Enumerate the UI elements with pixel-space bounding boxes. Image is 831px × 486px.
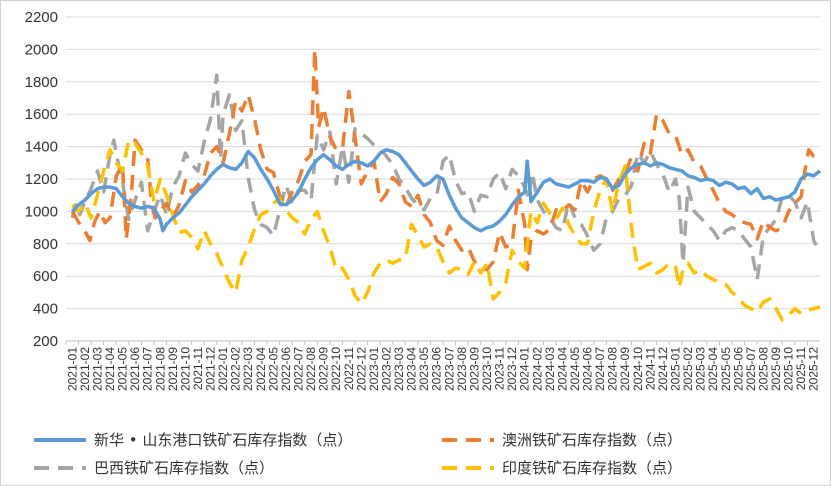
x-tick-label: 2024-06 [581,347,595,391]
x-tick-label: 2025-07 [744,347,758,391]
series-line-3 [71,138,821,322]
x-tick-label: 2024-07 [593,347,607,391]
x-tick-label: 2023-08 [455,347,469,391]
x-tick-label: 2022-04 [254,347,268,391]
x-tick-label: 2023-03 [392,347,406,391]
x-tick-label: 2021-07 [141,347,155,391]
y-tick-label: 1600 [25,106,58,123]
x-tick-label: 2023-12 [505,347,519,391]
x-tick-label: 2025-06 [731,347,745,391]
legend-label-0: 新华 • 山东港口铁矿石库存指数（点） [94,431,352,449]
x-tick-label: 2021-11 [191,347,205,390]
x-tick-label: 2025-09 [769,347,783,391]
x-tick-label: 2024-08 [606,347,620,391]
x-tick-label: 2022-07 [291,347,305,391]
x-tick-label: 2022-01 [216,347,230,391]
x-tick-label: 2024-01 [518,347,532,391]
x-tick-label: 2022-03 [241,347,255,391]
x-tick-label: 2023-02 [379,347,393,391]
x-tick-label: 2021-06 [128,347,142,391]
series-line-0 [71,148,822,233]
x-tick-label: 2025-11 [794,347,808,390]
x-axis: 2021-012021-022021-032021-042021-052021-… [65,341,821,391]
x-tick-label: 2023-07 [442,347,456,391]
y-tick-label: 600 [33,268,58,285]
x-tick-label: 2023-01 [367,347,381,391]
x-tick-label: 2021-05 [116,347,130,391]
x-tick-label: 2025-05 [719,347,733,391]
x-tick-label: 2021-04 [103,347,117,391]
legend: 新华 • 山东港口铁矿石库存指数（点） 澳洲铁矿石库存指数（点） 巴西铁矿石库存指数… [34,431,682,477]
x-tick-label: 2024-05 [568,347,582,391]
x-tick-label: 2024-09 [618,347,632,391]
x-tick-label: 2024-02 [530,347,544,391]
y-tick-label: 1200 [25,171,58,188]
y-axis: 200 400 600 800 1000 1200 1400 1600 1800 2000 2200 [25,9,58,350]
legend-label-3: 印度铁矿石库存指数（点） [502,459,682,477]
x-tick-label: 2022-02 [229,347,243,391]
x-tick-label: 2022-11 [342,347,356,390]
series-line-1 [70,47,821,272]
x-tick-label: 2024-03 [543,347,557,391]
x-tick-label: 2025-12 [807,347,821,391]
x-tick-label: 2022-10 [329,347,343,391]
x-tick-label: 2025-08 [756,347,770,391]
x-tick-label: 2025-04 [706,347,720,391]
x-tick-label: 2025-01 [668,347,682,391]
x-tick-label: 2022-09 [317,347,331,391]
x-tick-label: 2021-01 [65,347,79,391]
x-tick-label: 2023-06 [430,347,444,391]
y-tick-label: 200 [33,333,58,350]
x-tick-label: 2023-05 [417,347,431,391]
x-tick-label: 2021-12 [204,347,218,391]
x-tick-label: 2022-08 [304,347,318,391]
x-tick-label: 2022-06 [279,347,293,391]
y-tick-label: 400 [33,301,58,318]
x-tick-label: 2023-04 [405,347,419,391]
y-tick-label: 2200 [25,9,58,26]
x-tick-label: 2023-11 [493,347,507,390]
x-tick-label: 2022-05 [266,347,280,391]
series-lines [70,47,822,322]
legend-label-2: 巴西铁矿石库存指数（点） [94,459,274,477]
x-tick-label: 2023-09 [467,347,481,391]
x-tick-label: 2025-03 [694,347,708,391]
x-tick-label: 2025-10 [782,347,796,391]
x-tick-label: 2023-10 [480,347,494,391]
x-tick-label: 2021-08 [153,347,167,391]
x-tick-label: 2025-02 [681,347,695,391]
series-line-2 [70,73,822,282]
x-tick-label: 2021-02 [78,347,92,391]
x-tick-label: 2024-11 [643,347,657,390]
x-tick-label: 2021-10 [178,347,192,391]
legend-label-1: 澳洲铁矿石库存指数（点） [502,431,682,449]
y-tick-label: 800 [33,236,58,253]
y-tick-label: 2000 [25,41,58,58]
y-tick-label: 1000 [25,203,58,220]
x-tick-label: 2021-09 [166,347,180,391]
y-tick-label: 1400 [25,139,58,156]
x-tick-label: 2022-12 [354,347,368,391]
x-tick-label: 2024-04 [555,347,569,391]
x-tick-label: 2024-12 [656,347,670,391]
x-tick-label: 2021-03 [90,347,104,391]
x-tick-label: 2024-10 [631,347,645,391]
y-tick-label: 1800 [25,74,58,91]
